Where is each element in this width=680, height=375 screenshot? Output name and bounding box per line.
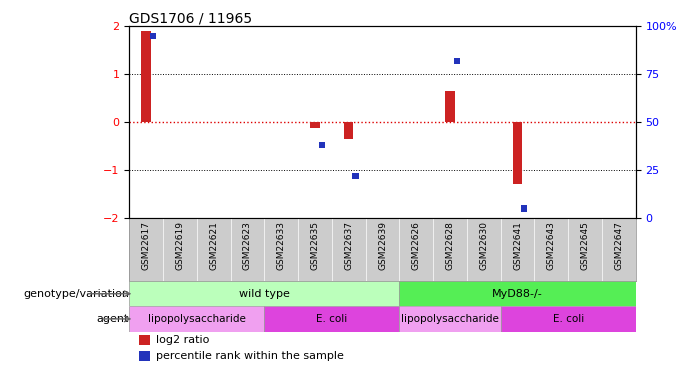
Text: GSM22633: GSM22633: [277, 221, 286, 270]
Text: GSM22621: GSM22621: [209, 221, 218, 270]
Bar: [445, 91, 455, 122]
Text: lipopolysaccharide: lipopolysaccharide: [148, 314, 245, 324]
Text: E. coli: E. coli: [553, 314, 584, 324]
Text: GSM22623: GSM22623: [243, 221, 252, 270]
Bar: [454, 58, 460, 64]
Text: log2 ratio: log2 ratio: [156, 335, 209, 345]
Bar: [141, 31, 151, 122]
Text: E. coli: E. coli: [316, 314, 347, 324]
Bar: [399, 306, 500, 332]
Text: GSM22626: GSM22626: [412, 221, 421, 270]
Bar: [352, 173, 358, 179]
Text: GSM22639: GSM22639: [378, 221, 387, 270]
Text: MyD88-/-: MyD88-/-: [492, 289, 543, 299]
Text: percentile rank within the sample: percentile rank within the sample: [156, 351, 343, 361]
Text: GDS1706 / 11965: GDS1706 / 11965: [129, 11, 252, 25]
Bar: [513, 122, 522, 184]
Bar: [500, 306, 636, 332]
Text: wild type: wild type: [239, 289, 290, 299]
Bar: [129, 281, 399, 306]
Text: GSM22630: GSM22630: [479, 221, 488, 270]
Bar: [150, 33, 156, 39]
Bar: [265, 306, 399, 332]
Bar: [139, 335, 150, 345]
Text: genotype/variation: genotype/variation: [23, 289, 129, 299]
Bar: [319, 142, 325, 148]
Text: GSM22619: GSM22619: [175, 221, 184, 270]
Text: GSM22617: GSM22617: [141, 221, 150, 270]
Bar: [139, 351, 150, 361]
Text: agent: agent: [97, 314, 129, 324]
Text: GSM22635: GSM22635: [311, 221, 320, 270]
Text: GSM22628: GSM22628: [445, 221, 454, 270]
Text: GSM22647: GSM22647: [615, 221, 624, 270]
Bar: [522, 206, 528, 212]
Text: GSM22645: GSM22645: [581, 221, 590, 270]
Bar: [310, 122, 320, 128]
Bar: [129, 306, 265, 332]
Text: GSM22637: GSM22637: [344, 221, 353, 270]
Bar: [399, 281, 636, 306]
Text: GSM22641: GSM22641: [513, 221, 522, 270]
Text: lipopolysaccharide: lipopolysaccharide: [401, 314, 499, 324]
Text: GSM22643: GSM22643: [547, 221, 556, 270]
Bar: [344, 122, 354, 139]
